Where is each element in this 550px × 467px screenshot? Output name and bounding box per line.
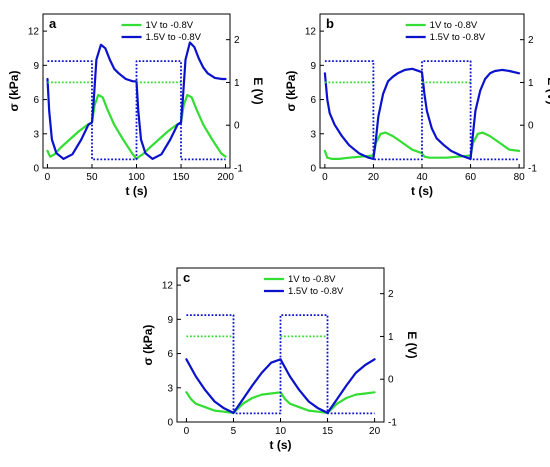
- y2-tick-label: -1: [388, 418, 397, 429]
- y-tick-label: 12: [28, 27, 40, 38]
- x-tick-label: 200: [217, 172, 234, 183]
- y-axis-label: σ (kPa): [284, 71, 298, 112]
- y-tick-label: 9: [33, 61, 39, 72]
- x-tick-label: 50: [86, 172, 98, 183]
- x-tick-label: 40: [416, 172, 428, 183]
- x-axis-label: t (s): [126, 184, 148, 198]
- y-tick-label: 9: [167, 315, 173, 326]
- y2-axis-label: E (V): [405, 331, 419, 358]
- y-tick-label: 3: [310, 129, 316, 140]
- x-tick-label: 20: [369, 426, 381, 437]
- y-tick-label: 0: [167, 418, 173, 429]
- y-tick-label: 6: [310, 95, 316, 106]
- legend-label: 1V to -0.8V: [288, 274, 336, 285]
- y2-tick-label: 2: [234, 35, 240, 46]
- x-tick-label: 150: [173, 172, 190, 183]
- y2-axis-label: E (V): [545, 77, 550, 104]
- panel-letter: c: [183, 270, 190, 285]
- y2-tick-label: 2: [388, 289, 394, 300]
- legend-label: 1V to -0.8V: [430, 20, 478, 31]
- x-tick-label: 60: [465, 172, 477, 183]
- panel-letter: a: [49, 16, 57, 31]
- x-tick-label: 100: [128, 172, 145, 183]
- y-tick-label: 12: [305, 27, 317, 38]
- y2-tick-label: 2: [528, 35, 534, 46]
- y-tick-label: 0: [310, 164, 316, 175]
- x-tick-label: 0: [45, 172, 51, 183]
- x-tick-label: 0: [184, 426, 190, 437]
- y-tick-label: 3: [33, 129, 39, 140]
- y-tick-label: 6: [167, 349, 173, 360]
- y2-tick-label: 0: [234, 121, 240, 132]
- y2-tick-label: -1: [234, 164, 243, 175]
- legend-label: 1.5V to -0.8V: [288, 286, 344, 297]
- y-axis-label: σ (kPa): [7, 71, 21, 112]
- y2-tick-label: 0: [388, 375, 394, 386]
- y2-tick-label: 1: [234, 78, 240, 89]
- y2-tick-label: 1: [528, 78, 534, 89]
- voltage-step-line: [186, 314, 375, 415]
- x-axis-label: t (s): [270, 438, 292, 452]
- x-tick-label: 10: [275, 426, 287, 437]
- panel-letter: b: [326, 16, 334, 31]
- y-axis-label: σ (kPa): [141, 325, 155, 366]
- x-tick-label: 20: [368, 172, 380, 183]
- y-tick-label: 0: [33, 164, 39, 175]
- x-tick-label: 0: [322, 172, 328, 183]
- legend-label: 1.5V to -0.8V: [146, 32, 202, 43]
- x-tick-label: 15: [322, 426, 334, 437]
- y2-tick-label: -1: [528, 164, 537, 175]
- y-tick-label: 12: [162, 281, 174, 292]
- legend-label: 1V to -0.8V: [146, 20, 194, 31]
- y2-tick-label: 0: [528, 121, 534, 132]
- y-tick-label: 9: [310, 61, 316, 72]
- stress-series-line: [46, 41, 227, 160]
- x-tick-label: 5: [231, 426, 237, 437]
- y2-axis-label: E (V): [251, 77, 265, 104]
- x-axis-label: t (s): [411, 184, 433, 198]
- voltage-step-line: [324, 60, 520, 161]
- legend-label: 1.5V to -0.8V: [430, 32, 486, 43]
- voltage-step-line: [47, 60, 226, 161]
- y2-tick-label: 1: [388, 332, 394, 343]
- x-tick-label: 80: [514, 172, 526, 183]
- y-tick-label: 6: [33, 95, 39, 106]
- y-tick-label: 3: [167, 383, 173, 394]
